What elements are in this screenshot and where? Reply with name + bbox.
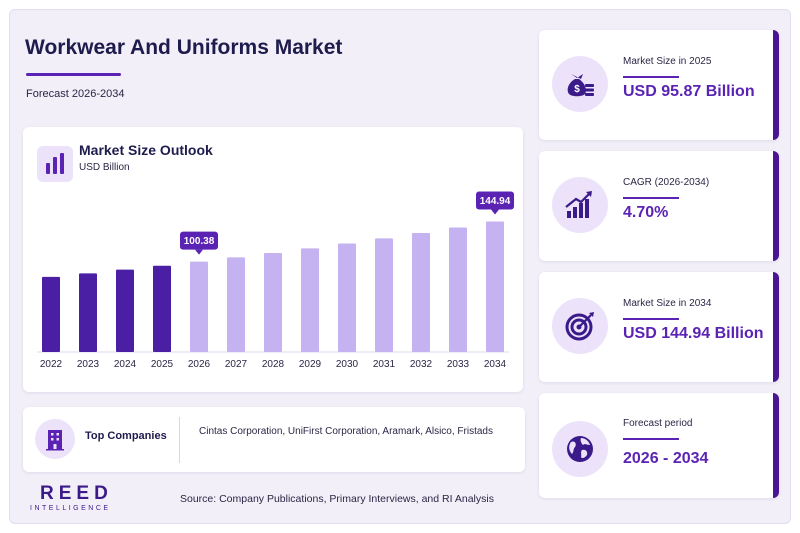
x-tick-label: 2027 [225,359,248,370]
bar-2026 [190,261,208,352]
title-underline [26,73,121,76]
market-size-chart-card: Market Size Outlook USD Billion 2022 2023… [23,127,523,392]
svg-text:144.94: 144.94 [480,196,511,207]
logo-tagline: INTELLIGENCE [30,505,111,512]
x-tick-label: 2022 [40,359,63,370]
bar-2027 [227,257,245,352]
data-label-2026: 100.38 [180,231,218,255]
kpi-market-size-2034: Market Size in 2034 USD 144.94 Billion [539,272,779,382]
kpi-market-size-2025: $ Market Size in 2025 USD 95.87 Billion [539,30,779,140]
kpi-value: USD 144.94 Billion [623,325,764,342]
bar-2033 [449,227,467,352]
x-tick-label: 2031 [373,359,396,370]
kpi-label: Market Size in 2034 [623,298,712,309]
source-note: Source: Company Publications, Primary In… [180,493,494,505]
x-tick-label: 2033 [447,359,470,370]
growth-chart-icon [552,177,608,233]
x-tick-label: 2034 [484,359,507,370]
kpi-forecast-period: Forecast period 2026 - 2034 [539,393,779,498]
x-tick-label: 2030 [336,359,359,370]
data-label-2034: 144.94 [476,191,514,215]
divider [179,417,180,463]
page-subtitle: Forecast 2026-2034 [26,88,125,100]
kpi-underline [623,438,679,440]
kpi-underline [623,197,679,199]
top-companies-label: Top Companies [85,430,167,442]
building-icon [35,419,75,459]
bar-2029 [301,248,319,352]
x-tick-label: 2026 [188,359,211,370]
top-companies-card: Top Companies Cintas Corporation, UniFir… [23,407,525,472]
kpi-value: USD 95.87 Billion [623,83,755,100]
bar-2028 [264,253,282,352]
target-icon [552,298,608,354]
bar-2024 [116,269,134,352]
bar-2031 [375,238,393,352]
x-tick-label: 2023 [77,359,100,370]
bar-2022 [42,276,60,352]
logo-wordmark: REED [40,483,113,504]
kpi-cagr: CAGR (2026-2034) 4.70% [539,151,779,261]
svg-text:100.38: 100.38 [184,236,215,247]
x-tick-label: 2028 [262,359,285,370]
x-tick-label: 2025 [151,359,174,370]
x-tick-label: 2029 [299,359,322,370]
chart-unit: USD Billion [79,162,130,173]
kpi-label: CAGR (2026-2034) [623,177,710,188]
kpi-value: 4.70% [623,204,669,221]
x-tick-label: 2024 [114,359,137,370]
bar-2023 [79,273,97,352]
top-companies-list: Cintas Corporation, UniFirst Corporation… [199,426,493,437]
globe-icon [552,421,608,477]
bar-chart-icon [37,146,73,182]
bar-chart: 2022 2023 2024 2025 2026 100.38 2027 2028 2029 20… [37,191,514,370]
kpi-underline [623,318,679,320]
bar-2034 [486,221,504,352]
page-title: Workwear And Uniforms Market [25,36,343,59]
kpi-label: Market Size in 2025 [623,56,712,67]
money-bag-icon: $ [552,56,608,112]
bar-2032 [412,233,430,352]
svg-text:$: $ [574,84,580,95]
chart-title: Market Size Outlook [79,142,213,158]
kpi-underline [623,76,679,78]
x-tick-label: 2032 [410,359,433,370]
kpi-label: Forecast period [623,418,693,429]
kpi-value: 2026 - 2034 [623,450,709,467]
bar-2025 [153,265,171,352]
bar-2030 [338,243,356,352]
